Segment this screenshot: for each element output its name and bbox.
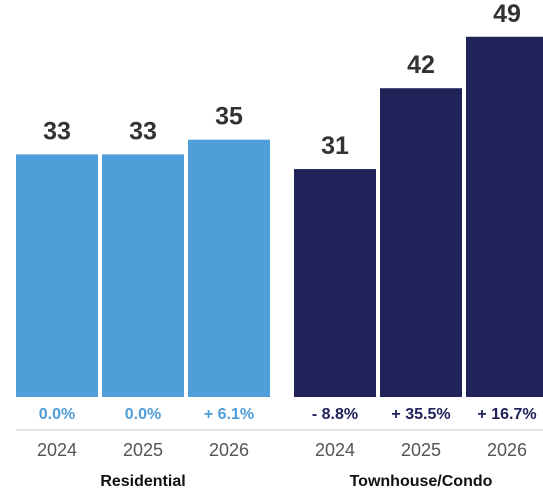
- residential-year-label-2026: 2026: [209, 440, 249, 460]
- townhouse-condo-year-label-2024: 2024: [315, 440, 355, 460]
- residential-bar-2025: [102, 154, 184, 397]
- residential-bar-2024: [16, 154, 98, 397]
- residential-group-label: Residential: [100, 473, 185, 490]
- residential-pct-label-2026: + 6.1%: [204, 406, 254, 423]
- townhouse-condo-year-label-2025: 2025: [401, 440, 441, 460]
- bars-layer: [16, 36, 543, 398]
- residential-pct-label-2025: 0.0%: [125, 406, 161, 423]
- townhouse-condo-bar-2026: [466, 36, 543, 398]
- townhouse-condo-pct-label-2024: - 8.8%: [312, 406, 358, 423]
- residential-value-label-2024: 33: [43, 117, 71, 145]
- townhouse-condo-value-label-2024: 31: [321, 132, 349, 160]
- residential-value-label-2026: 35: [215, 103, 243, 131]
- residential-value-label-2025: 33: [129, 117, 157, 145]
- townhouse-condo-group-label: Townhouse/Condo: [350, 473, 493, 490]
- residential-bar-2026: [188, 139, 270, 397]
- townhouse-condo-pct-label-2026: + 16.7%: [477, 406, 536, 423]
- townhouse-condo-bar-2024: [294, 169, 376, 397]
- townhouse-condo-value-label-2026: 49: [493, 0, 521, 28]
- residential-pct-label-2024: 0.0%: [39, 406, 75, 423]
- townhouse-condo-year-label-2026: 2026: [487, 440, 527, 460]
- townhouse-condo-value-label-2025: 42: [407, 51, 435, 79]
- labels-layer: 33 0.0% 2024 33 0.0% 2025 35 + 6.1% 2026 Resident…: [37, 0, 537, 490]
- townhouse-condo-bar-2025: [380, 88, 462, 397]
- townhouse-condo-pct-label-2025: + 35.5%: [391, 406, 450, 423]
- residential-year-label-2025: 2025: [123, 440, 163, 460]
- residential-year-label-2024: 2024: [37, 440, 77, 460]
